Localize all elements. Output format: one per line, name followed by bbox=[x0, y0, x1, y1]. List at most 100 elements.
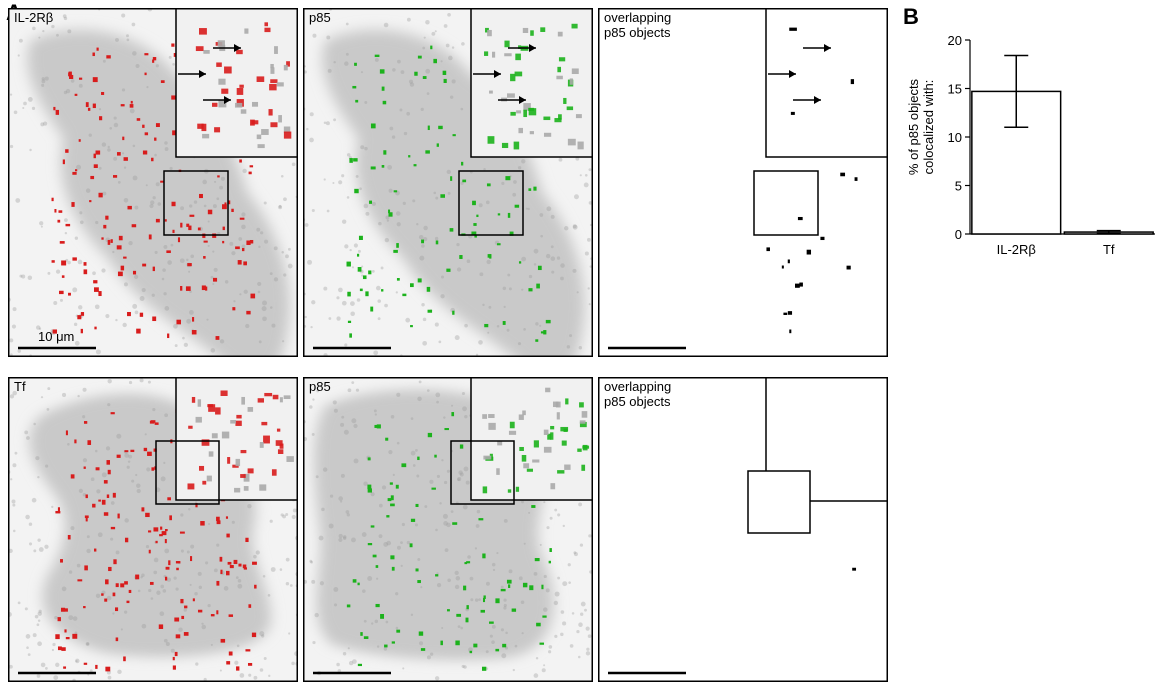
speckle bbox=[244, 290, 248, 294]
speckle bbox=[234, 661, 238, 665]
x-tick-label: Tf bbox=[1103, 242, 1115, 257]
speckle bbox=[573, 551, 576, 554]
object bbox=[516, 487, 519, 492]
object bbox=[117, 455, 121, 458]
object bbox=[455, 641, 459, 646]
speckle bbox=[13, 307, 17, 311]
speckle bbox=[23, 102, 27, 106]
speckle bbox=[19, 39, 23, 43]
object bbox=[92, 504, 95, 508]
object bbox=[357, 254, 359, 257]
speckle bbox=[214, 568, 218, 572]
speckle bbox=[29, 149, 31, 151]
speckle bbox=[427, 655, 431, 659]
speckle bbox=[18, 349, 21, 352]
speckle bbox=[487, 332, 489, 334]
speckle bbox=[102, 142, 106, 146]
object bbox=[123, 257, 126, 259]
object bbox=[549, 561, 551, 564]
object bbox=[58, 210, 62, 213]
speckle bbox=[19, 275, 22, 278]
object bbox=[93, 77, 98, 82]
speckle bbox=[238, 237, 242, 241]
object bbox=[153, 267, 155, 271]
speckle bbox=[62, 587, 67, 592]
object bbox=[248, 407, 254, 412]
speckle bbox=[240, 673, 245, 678]
speckle bbox=[352, 266, 354, 268]
speckle bbox=[374, 409, 377, 412]
speckle bbox=[375, 413, 377, 415]
speckle bbox=[124, 167, 126, 169]
speckle bbox=[519, 576, 523, 580]
speckle bbox=[233, 300, 235, 302]
speckle bbox=[382, 485, 386, 489]
speckle bbox=[224, 586, 229, 591]
object bbox=[570, 78, 573, 84]
speckle bbox=[435, 30, 437, 32]
speckle bbox=[9, 338, 13, 342]
speckle bbox=[132, 304, 137, 309]
speckle bbox=[155, 251, 158, 254]
object bbox=[127, 312, 131, 316]
object bbox=[196, 417, 202, 423]
speckle bbox=[12, 504, 15, 507]
speckle bbox=[18, 54, 20, 56]
object bbox=[354, 63, 357, 66]
speckle bbox=[572, 269, 576, 273]
speckle bbox=[286, 558, 290, 562]
object bbox=[198, 399, 201, 406]
speckle bbox=[324, 122, 327, 125]
speckle bbox=[492, 625, 496, 629]
speckle bbox=[354, 243, 358, 247]
object bbox=[562, 441, 567, 446]
speckle bbox=[397, 546, 401, 550]
object bbox=[544, 133, 551, 137]
speckle bbox=[274, 246, 278, 250]
speckle bbox=[146, 467, 150, 471]
object bbox=[347, 262, 351, 267]
speckle bbox=[186, 319, 191, 324]
object bbox=[199, 194, 203, 198]
speckle bbox=[551, 256, 556, 261]
speckle bbox=[438, 340, 441, 343]
object bbox=[226, 516, 228, 518]
object bbox=[365, 291, 368, 296]
speckle bbox=[167, 578, 171, 582]
object bbox=[94, 164, 98, 168]
speckle bbox=[150, 200, 154, 204]
object bbox=[208, 210, 212, 215]
speckle bbox=[388, 450, 392, 454]
speckle bbox=[536, 657, 538, 659]
object bbox=[788, 259, 790, 263]
speckle bbox=[229, 242, 233, 246]
object bbox=[473, 223, 476, 226]
object bbox=[428, 126, 430, 130]
object bbox=[63, 159, 65, 164]
speckle bbox=[207, 604, 210, 607]
speckle bbox=[214, 181, 216, 183]
speckle bbox=[574, 194, 579, 199]
speckle bbox=[164, 306, 169, 311]
object bbox=[489, 621, 494, 623]
object bbox=[174, 617, 179, 621]
object bbox=[113, 559, 116, 564]
speckle bbox=[142, 624, 147, 629]
speckle bbox=[182, 337, 185, 340]
speckle bbox=[285, 513, 288, 516]
speckle bbox=[360, 145, 364, 149]
object bbox=[580, 420, 586, 423]
object bbox=[101, 593, 103, 595]
speckle bbox=[283, 197, 287, 201]
speckle bbox=[12, 324, 16, 328]
object bbox=[443, 71, 447, 75]
speckle bbox=[529, 275, 532, 278]
speckle bbox=[364, 204, 369, 209]
object bbox=[232, 307, 235, 310]
speckle bbox=[334, 603, 337, 606]
object bbox=[578, 142, 584, 150]
object bbox=[450, 228, 454, 232]
speckle bbox=[523, 328, 526, 331]
speckle bbox=[543, 607, 548, 612]
object bbox=[522, 455, 527, 462]
